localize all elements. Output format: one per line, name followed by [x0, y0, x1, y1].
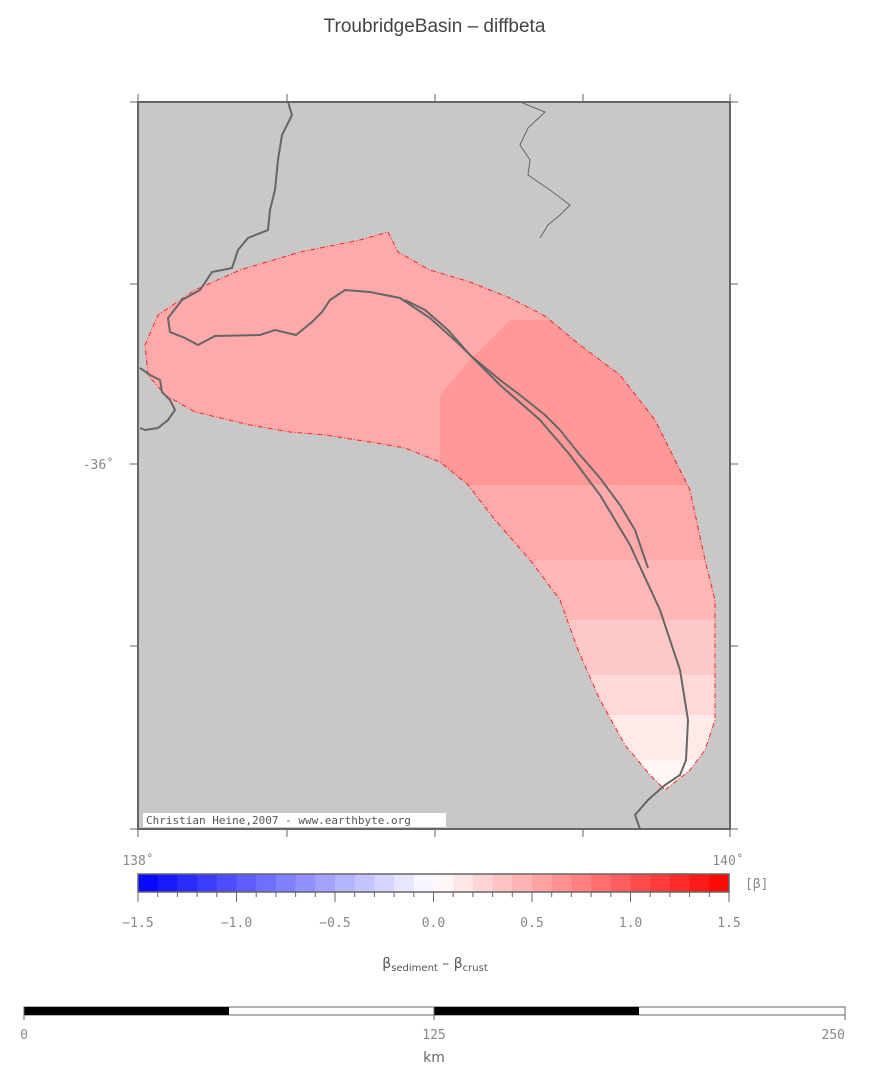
colorbar-tick-label: −0.5	[319, 916, 350, 931]
map-title: TroubridgeBasin – diffbeta	[323, 16, 546, 37]
colorbar-cell	[236, 874, 257, 892]
label-sub-crust: crust	[463, 963, 488, 974]
colorbar-cell	[669, 874, 691, 892]
colorbar-cell	[177, 874, 198, 892]
colorbar-cell	[551, 874, 572, 892]
lon-label-west: 138˚	[122, 853, 153, 869]
colorbar-cell	[433, 874, 454, 892]
colorbar-ticks: −1.5 −1.0 −0.5 0.0 0.5 1.0 1.5	[122, 892, 741, 931]
colorbar-tick-label: 1.0	[619, 916, 642, 931]
colorbar-unit: [β]	[745, 877, 768, 892]
colorbar-cell	[374, 874, 395, 892]
colorbar-cell	[275, 874, 297, 892]
colorbar-cell	[354, 874, 375, 892]
colorbar-tick-label: 1.5	[717, 916, 740, 931]
river	[519, 101, 571, 239]
colorbar-cell	[591, 874, 612, 892]
colorbar-cell	[453, 874, 474, 892]
colorbar-cell	[413, 874, 434, 892]
scale-unit: km	[423, 1050, 445, 1066]
scale-tick-0: 0	[20, 1028, 28, 1043]
colorbar-cell	[394, 874, 415, 892]
lon-label-east: 140˚	[712, 853, 743, 869]
colorbar-label: βsediment – βcrust	[382, 956, 488, 974]
colorbar-cell	[630, 874, 651, 892]
scale-tick-125: 125	[422, 1028, 445, 1043]
colorbar	[138, 874, 730, 892]
colorbar-cell	[157, 874, 178, 892]
map-frame	[137, 101, 731, 830]
colorbar-cell	[472, 874, 494, 892]
colorbar-cell	[216, 874, 237, 892]
colorbar-cell	[138, 874, 159, 892]
map-ticks	[130, 94, 738, 837]
credit-box	[143, 813, 446, 827]
credit-text: Christian Heine,2007 - www.earthbyte.org	[146, 814, 411, 827]
colorbar-cell	[512, 874, 533, 892]
label-mid: – β	[438, 956, 463, 972]
label-sub-sediment: sediment	[391, 963, 438, 974]
scale-bar	[23, 1006, 846, 1020]
colorbar-cell	[295, 874, 316, 892]
colorbar-cell	[709, 874, 730, 892]
colorbar-cell	[315, 874, 336, 892]
colorbar-tick-label: −1.5	[122, 916, 153, 931]
colorbar-tick-label: 0.0	[422, 916, 445, 931]
basin-outline	[144, 231, 716, 791]
colorbar-tick-label: −1.0	[221, 916, 252, 931]
coastline	[139, 101, 690, 830]
colorbar-cell	[610, 874, 631, 892]
scale-tick-250: 250	[822, 1028, 845, 1043]
beta-symbol-1: β	[382, 956, 391, 972]
colorbar-cell	[532, 874, 553, 892]
colorbar-cell	[492, 874, 513, 892]
colorbar-cell	[689, 874, 710, 892]
colorbar-cell	[335, 874, 356, 892]
colorbar-cell	[650, 874, 671, 892]
colorbar-cell	[197, 874, 218, 892]
colorbar-cell	[571, 874, 592, 892]
colorbar-cell	[256, 874, 277, 892]
colorbar-tick-label: 0.5	[520, 916, 543, 931]
lat-label: -36˚	[83, 457, 114, 473]
